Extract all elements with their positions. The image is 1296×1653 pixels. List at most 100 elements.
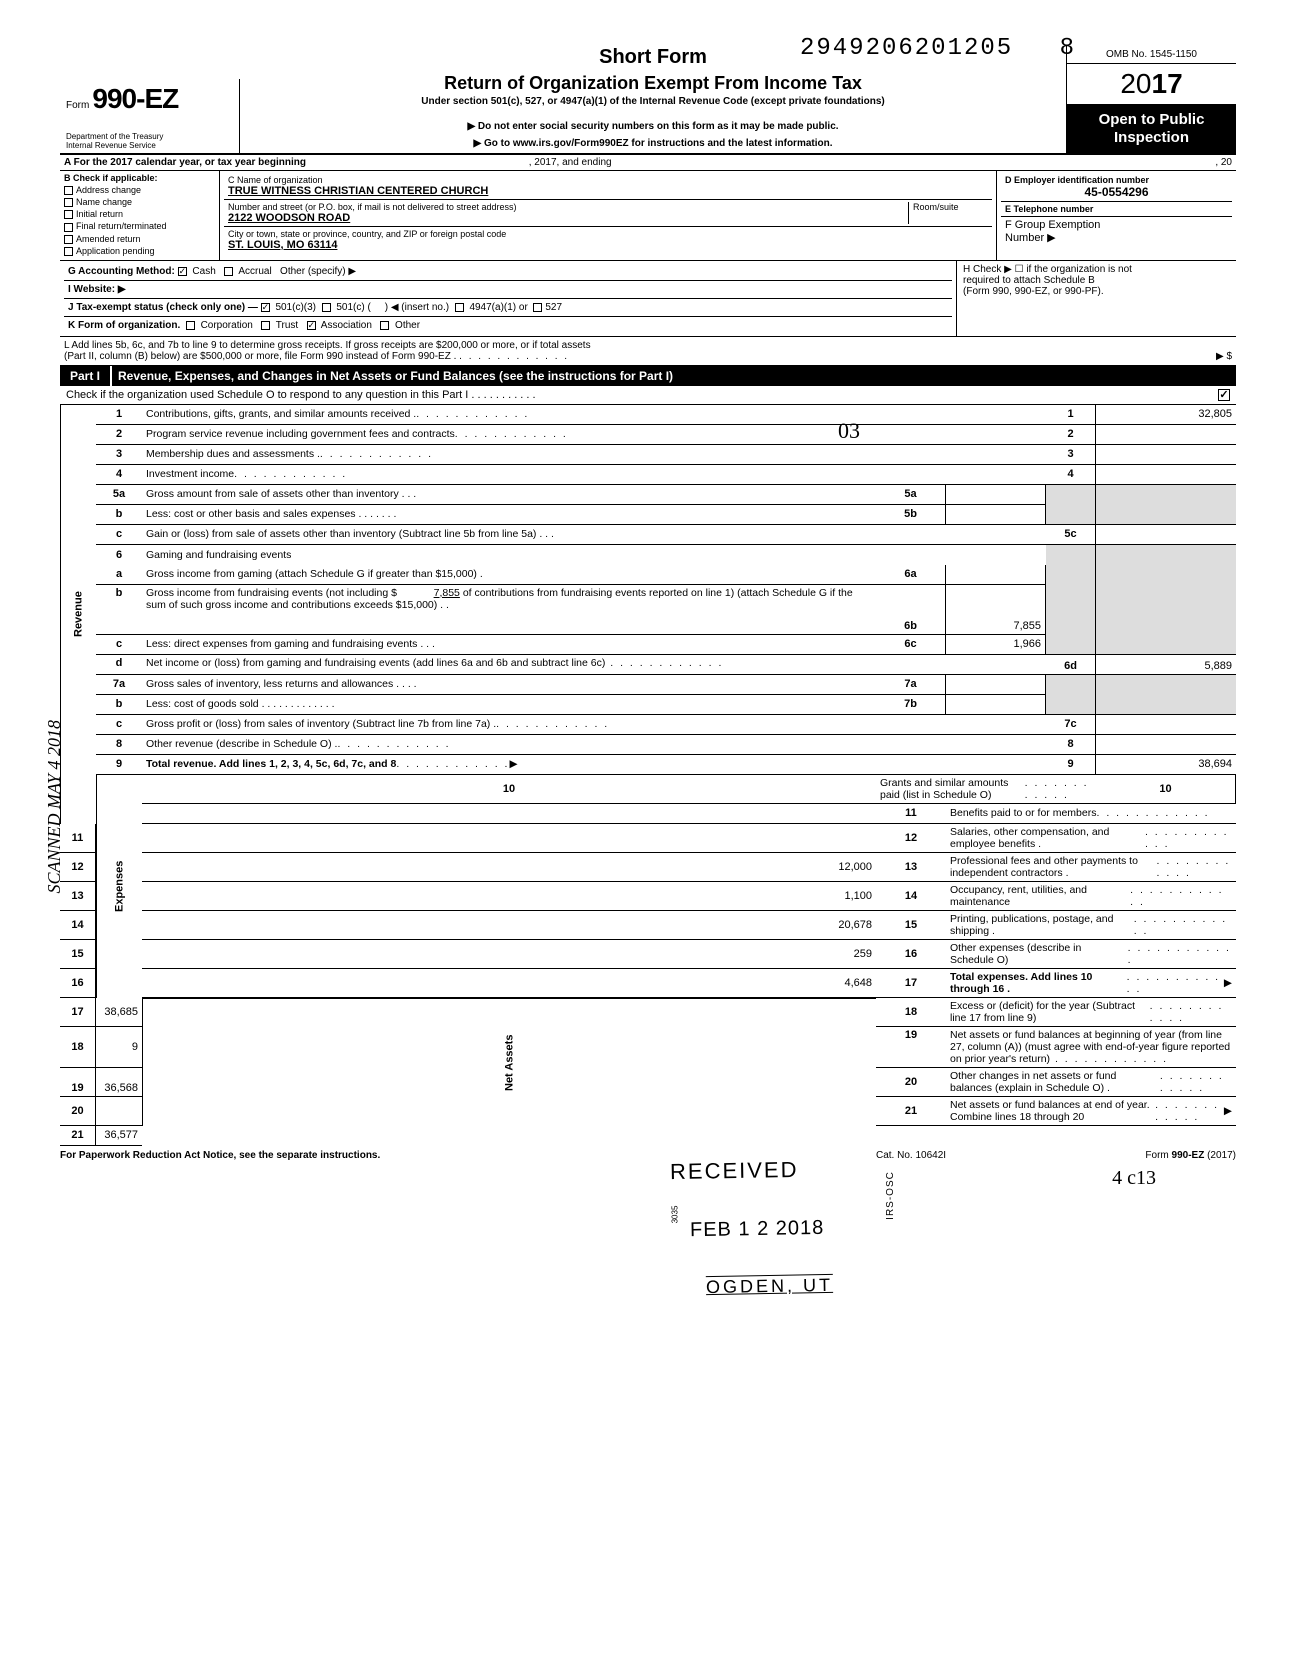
l16-num: 16: [876, 940, 946, 969]
c-name-label: C Name of organization: [228, 175, 988, 185]
j-501c3-checkbox[interactable]: [261, 303, 270, 312]
expenses-label: Expenses: [96, 775, 142, 998]
year-prefix: 20: [1120, 68, 1151, 99]
netassets-label: Net Assets: [142, 998, 876, 1126]
l6d-amt: 5,889: [1096, 655, 1236, 675]
l18-rnum: 18: [60, 1027, 96, 1068]
l5c-amt: [1096, 525, 1236, 545]
ein-value: 45-0554296: [1005, 185, 1228, 199]
l16-amt: 4,648: [142, 969, 876, 998]
j-501c-checkbox[interactable]: [322, 303, 331, 312]
part1-checkbox[interactable]: ✓: [1218, 389, 1230, 401]
l11-amt: [142, 824, 876, 853]
j-501c3: 501(c)(3): [275, 302, 316, 313]
k-other-checkbox[interactable]: [380, 321, 389, 330]
omb-number: OMB No. 1545-1150: [1067, 46, 1236, 64]
tax-year: 2017: [1067, 64, 1236, 105]
l6c-mid: 6c: [876, 635, 946, 655]
l7b-num: b: [96, 695, 142, 715]
h-l2: required to attach Schedule B: [963, 275, 1230, 286]
l18-desc: Excess or (deficit) for the year (Subtra…: [950, 1000, 1150, 1024]
j-501c: 501(c) (: [336, 302, 370, 313]
l20-rnum: 20: [60, 1097, 96, 1126]
stamp-received: RECEIVED: [670, 1157, 799, 1185]
l5a-midamt: [946, 485, 1046, 505]
c-addr-label: Number and street (or P.O. box, if mail …: [228, 202, 908, 212]
k-trust-checkbox[interactable]: [261, 321, 270, 330]
open-public: Open to Public Inspection: [1067, 105, 1236, 153]
l21-rnum: 21: [60, 1126, 96, 1146]
g-cash-checkbox[interactable]: [178, 267, 187, 276]
l12-num: 12: [876, 824, 946, 853]
l4-num: 4: [96, 465, 142, 485]
b-address-change[interactable]: Address change: [64, 185, 215, 195]
c-city-label: City or town, state or province, country…: [228, 229, 988, 239]
line-k: K Form of organization. Corporation Trus…: [64, 317, 952, 334]
title-goto: ▶ Go to www.irs.gov/Form990EZ for instru…: [248, 138, 1058, 149]
l21-desc: Net assets or fund balances at end of ye…: [950, 1099, 1155, 1123]
d-ein: D Employer identification number 45-0554…: [1001, 173, 1232, 202]
b-final-return[interactable]: Final return/terminated: [64, 221, 215, 231]
title-note: ▶ Do not enter social security numbers o…: [248, 121, 1058, 132]
l2-rnum: 2: [1046, 425, 1096, 445]
b-initial-return[interactable]: Initial return: [64, 209, 215, 219]
b-application-pending[interactable]: Application pending: [64, 246, 215, 256]
l19-num: 19: [876, 1027, 946, 1068]
k-assoc-checkbox[interactable]: [307, 321, 316, 330]
l12-amt: 12,000: [142, 853, 876, 882]
l13-amt: 1,100: [142, 882, 876, 911]
org-address: 2122 WOODSON ROAD: [228, 212, 908, 224]
l7c-rnum: 7c: [1046, 715, 1096, 735]
l5a-mid: 5a: [876, 485, 946, 505]
l9-num: 9: [96, 755, 142, 775]
l7a-desc: Gross sales of inventory, less returns a…: [142, 675, 876, 695]
l9-amt: 38,694: [1096, 755, 1236, 775]
line-g: G Accounting Method: Cash Accrual Other …: [64, 263, 952, 281]
part1-sub: Check if the organization used Schedule …: [60, 386, 1236, 405]
line-j: J Tax-exempt status (check only one) — 5…: [64, 299, 952, 317]
l9-desc: Total revenue. Add lines 1, 2, 3, 4, 5c,…: [146, 758, 396, 770]
org-name: TRUE WITNESS CHRISTIAN CENTERED CHURCH: [228, 185, 988, 197]
part1-sub-text: Check if the organization used Schedule …: [66, 389, 536, 401]
e-phone: E Telephone number: [1001, 202, 1232, 217]
k-corp-checkbox[interactable]: [186, 321, 195, 330]
f-group: F Group Exemption Number ▶: [1001, 217, 1232, 246]
form-word: Form: [66, 100, 89, 111]
l16-rnum: 16: [60, 969, 96, 998]
bottom-scrawl: 4 c13: [60, 1167, 1236, 1190]
l7b-midamt: [946, 695, 1046, 715]
l17-desc: Total expenses. Add lines 10 through 16 …: [950, 971, 1127, 995]
l8-num: 8: [96, 735, 142, 755]
line-a: A For the 2017 calendar year, or tax yea…: [60, 155, 1236, 171]
g-accrual-checkbox[interactable]: [224, 267, 233, 276]
l6c-desc: Less: direct expenses from gaming and fu…: [142, 635, 876, 655]
c-addr-row: Number and street (or P.O. box, if mail …: [224, 200, 992, 227]
form-badge: Form 990-EZ Department of the Treasury I…: [60, 79, 240, 153]
l21-amt: 36,577: [96, 1126, 142, 1146]
j-4947-checkbox[interactable]: [455, 303, 464, 312]
b-name-change[interactable]: Name change: [64, 197, 215, 207]
l14-rnum: 14: [60, 911, 96, 940]
l2-amt: [1096, 425, 1236, 445]
l2-desc: Program service revenue including govern…: [146, 428, 455, 440]
l20-num: 20: [876, 1068, 946, 1097]
part1-label: Part I: [60, 366, 112, 386]
f-label: F Group Exemption: [1005, 219, 1100, 231]
l10-desc: Grants and similar amounts paid (list in…: [880, 777, 1025, 801]
stamp-irs: IRS-OSC: [885, 1171, 896, 1220]
footer: For Paperwork Reduction Act Notice, see …: [60, 1146, 1236, 1161]
l6a-mid: 6a: [876, 565, 946, 585]
l5b-midamt: [946, 505, 1046, 525]
year-block: OMB No. 1545-1150 2017 Open to Public In…: [1066, 46, 1236, 153]
footer-form: Form 990-EZ (2017): [1076, 1150, 1236, 1161]
org-city: ST. LOUIS, MO 63114: [228, 239, 988, 251]
h-l1: H Check ▶ ☐ if the organization is not: [963, 264, 1230, 275]
footer-cat: Cat. No. 10642I: [876, 1150, 1076, 1161]
l6c-num: c: [96, 635, 142, 655]
l2-num: 2: [96, 425, 142, 445]
j-527-checkbox[interactable]: [533, 303, 542, 312]
line-a-right: , 20: [1215, 157, 1232, 168]
b-amended-return[interactable]: Amended return: [64, 234, 215, 244]
l10-num: 10: [142, 775, 876, 804]
l6a-desc: Gross income from gaming (attach Schedul…: [142, 565, 876, 585]
